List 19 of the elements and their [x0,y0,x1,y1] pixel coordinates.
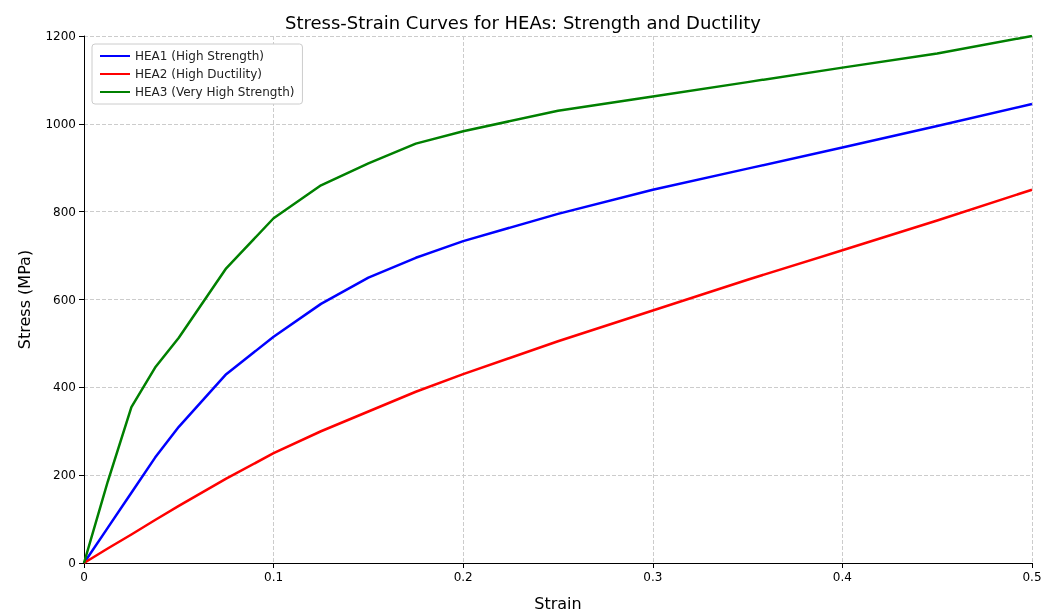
y-tick-label: 1000 [45,116,76,131]
x-tick-label: 0.5 [1022,570,1042,584]
x-tick-label: 0.4 [832,570,852,584]
x-tick-label: 0.2 [453,570,473,584]
legend-label: HEA1 (High Strength) [135,49,264,63]
y-tick-label: 200 [53,468,76,483]
y-axis-title: Stress (MPa) [14,249,34,350]
y-tick-label: 1200 [45,29,76,43]
y-tick-label: 600 [53,292,76,307]
y-tick-label: 0 [68,556,76,570]
legend-label: HEA2 (High Ductility) [135,67,262,81]
x-tick-label: 0 [80,570,88,584]
legend-label: HEA3 (Very High Strength) [135,85,295,99]
x-axis-title: Strain [534,593,582,613]
chart-title: Stress-Strain Curves for HEAs: Strength and Ductility [284,11,762,33]
y-tick-label: 800 [53,204,76,219]
x-tick-label: 0.1 [264,570,284,584]
y-tick-label: 400 [53,380,76,395]
x-tick-label: 0.3 [643,570,663,584]
